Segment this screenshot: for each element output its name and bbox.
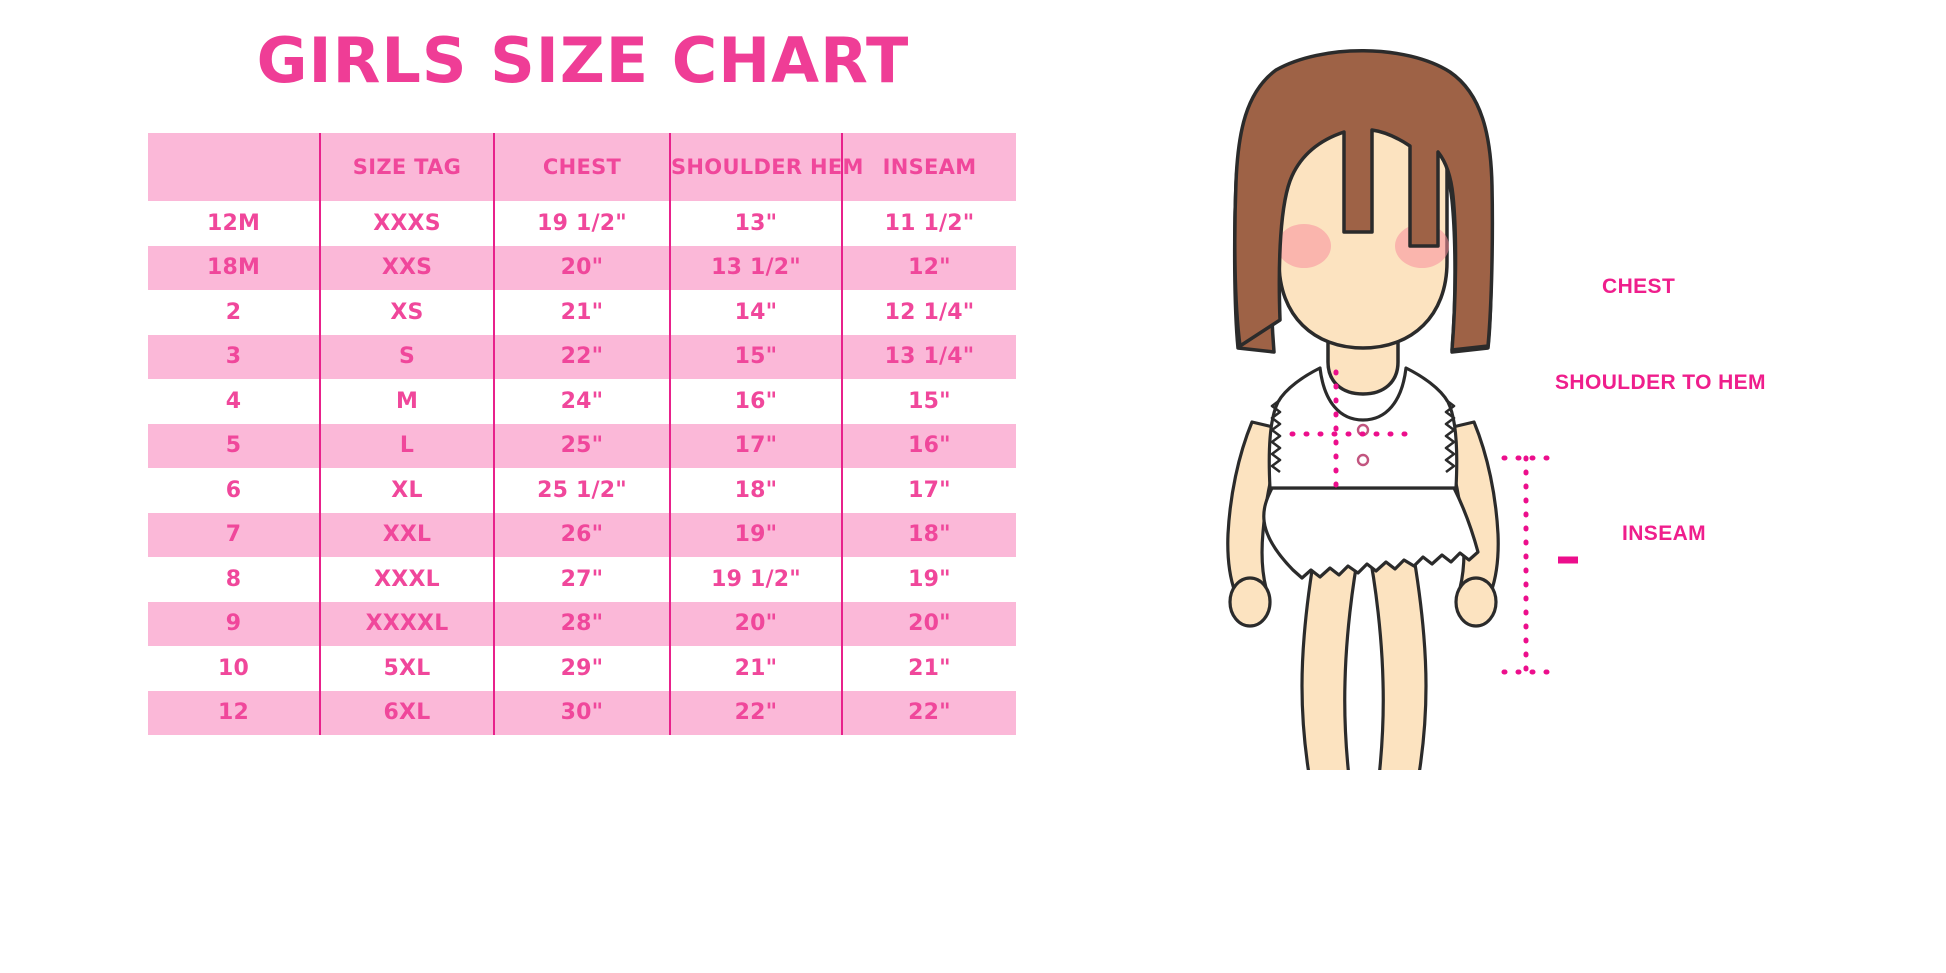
cell-size: 5 xyxy=(148,423,321,468)
cell-size: 10 xyxy=(148,646,321,691)
cell-size: 3 xyxy=(148,334,321,379)
cell-size-tag: XXXL xyxy=(320,557,495,602)
table-header-row: SIZE TAG CHEST SHOULDER HEM INSEAM xyxy=(148,133,1016,201)
cell-shoulder-hem: 16" xyxy=(670,379,843,424)
table-row: 4 M 24" 16" 15" xyxy=(148,379,1016,424)
table-row: 2 XS 21" 14" 12 1/4" xyxy=(148,290,1016,335)
cell-size: 2 xyxy=(148,290,321,335)
cell-shoulder-hem: 19 1/2" xyxy=(670,557,843,602)
table-header: SIZE TAG CHEST SHOULDER HEM INSEAM xyxy=(148,133,1016,201)
cell-chest: 24" xyxy=(494,379,671,424)
cell-chest: 19 1/2" xyxy=(494,201,671,246)
column-header-shoulder-hem: SHOULDER HEM xyxy=(670,133,863,201)
cell-size: 4 xyxy=(148,379,321,424)
cell-chest: 25 1/2" xyxy=(494,468,671,513)
cell-inseam: 13 1/4" xyxy=(842,334,1016,379)
cell-inseam: 12" xyxy=(842,245,1016,290)
cell-inseam: 22" xyxy=(842,690,1016,735)
figure-label-chest: CHEST xyxy=(1602,275,1676,298)
cell-inseam: 17" xyxy=(842,468,1016,513)
cell-inseam: 20" xyxy=(842,601,1016,646)
table-row: 7 XXL 26" 19" 18" xyxy=(148,512,1016,557)
page-title: GIRLS SIZE CHART xyxy=(256,24,910,97)
cell-chest: 30" xyxy=(494,690,671,735)
cell-chest: 29" xyxy=(494,646,671,691)
cell-size-tag: M xyxy=(320,379,495,424)
hair-bangs-shape xyxy=(1233,49,1495,352)
cell-inseam: 16" xyxy=(842,423,1016,468)
cell-shoulder-hem: 19" xyxy=(670,512,843,557)
cell-chest: 22" xyxy=(494,334,671,379)
cell-chest: 25" xyxy=(494,423,671,468)
cell-size: 7 xyxy=(148,512,321,557)
table-body: 12M XXXS 19 1/2" 13" 11 1/2" 18M XXS 20" 13 1/2"… xyxy=(148,201,1016,735)
figure-illustration-area: CHEST SHOULDER TO HEM INSEAM xyxy=(1080,0,1946,973)
cell-chest: 28" xyxy=(494,601,671,646)
cell-size: 8 xyxy=(148,557,321,602)
cell-size: 12M xyxy=(148,201,321,246)
table-row: 9 XXXXL 28" 20" 20" xyxy=(148,601,1016,646)
cell-shoulder-hem: 18" xyxy=(670,468,843,513)
cell-size-tag: XXXS xyxy=(320,201,495,246)
table-row: 10 5XL 29" 21" 21" xyxy=(148,646,1016,691)
table-row: 12M XXXS 19 1/2" 13" 11 1/2" xyxy=(148,201,1016,246)
cell-shoulder-hem: 21" xyxy=(670,646,843,691)
size-chart-table: SIZE TAG CHEST SHOULDER HEM INSEAM 12M XX… xyxy=(148,133,1016,735)
cell-inseam: 15" xyxy=(842,379,1016,424)
cell-size-tag: 6XL xyxy=(320,690,495,735)
right-leg-shape xyxy=(1366,544,1428,770)
cell-size-tag: 5XL xyxy=(320,646,495,691)
column-header-chest: CHEST xyxy=(494,133,671,201)
top-ruffle-left-shape xyxy=(1270,398,1282,474)
table-row: 18M XXS 20" 13 1/2" 12" xyxy=(148,245,1016,290)
figure-label-inseam: INSEAM xyxy=(1622,522,1707,545)
top-ruffle-right-shape xyxy=(1444,398,1456,474)
cell-size-tag: XXL xyxy=(320,512,495,557)
column-header-inseam: INSEAM xyxy=(842,133,1016,201)
cell-shoulder-hem: 20" xyxy=(670,601,843,646)
table-row: 12 6XL 30" 22" 22" xyxy=(148,690,1016,735)
cell-size-tag: XXXXL xyxy=(320,601,495,646)
cell-size-tag: XS xyxy=(320,290,495,335)
cell-size: 18M xyxy=(148,245,321,290)
cell-shoulder-hem: 14" xyxy=(670,290,843,335)
cell-size-tag: L xyxy=(320,423,495,468)
cell-inseam: 21" xyxy=(842,646,1016,691)
cell-inseam: 11 1/2" xyxy=(842,201,1016,246)
girl-figure-illustration xyxy=(1226,49,1578,770)
left-leg-shape xyxy=(1300,544,1362,770)
cell-shoulder-hem: 22" xyxy=(670,690,843,735)
cell-size: 9 xyxy=(148,601,321,646)
cell-shoulder-hem: 13" xyxy=(670,201,843,246)
button-lower-icon xyxy=(1356,453,1370,467)
table-row: 8 XXXL 27" 19 1/2" 19" xyxy=(148,557,1016,602)
cell-inseam: 19" xyxy=(842,557,1016,602)
skirt-shape xyxy=(1262,486,1480,580)
cell-shoulder-hem: 17" xyxy=(670,423,843,468)
table-row: 5 L 25" 17" 16" xyxy=(148,423,1016,468)
column-header-size-tag: SIZE TAG xyxy=(320,133,495,201)
cell-chest: 26" xyxy=(494,512,671,557)
left-hand-shape xyxy=(1228,576,1272,628)
column-header-size xyxy=(148,133,321,201)
cell-chest: 21" xyxy=(494,290,671,335)
cell-chest: 27" xyxy=(494,557,671,602)
cell-size-tag: S xyxy=(320,334,495,379)
cell-size: 12 xyxy=(148,690,321,735)
table-row: 6 XL 25 1/2" 18" 17" xyxy=(148,468,1016,513)
cell-size-tag: XL xyxy=(320,468,495,513)
table-row: 3 S 22" 15" 13 1/4" xyxy=(148,334,1016,379)
cell-shoulder-hem: 15" xyxy=(670,334,843,379)
figure-label-shoulder-to-hem: SHOULDER TO HEM xyxy=(1555,371,1766,394)
cell-inseam: 18" xyxy=(842,512,1016,557)
right-hand-shape xyxy=(1454,576,1498,628)
cell-chest: 20" xyxy=(494,245,671,290)
blush-left-icon xyxy=(1277,224,1331,268)
cell-size-tag: XXS xyxy=(320,245,495,290)
cell-inseam: 12 1/4" xyxy=(842,290,1016,335)
cell-shoulder-hem: 13 1/2" xyxy=(670,245,843,290)
cell-size: 6 xyxy=(148,468,321,513)
